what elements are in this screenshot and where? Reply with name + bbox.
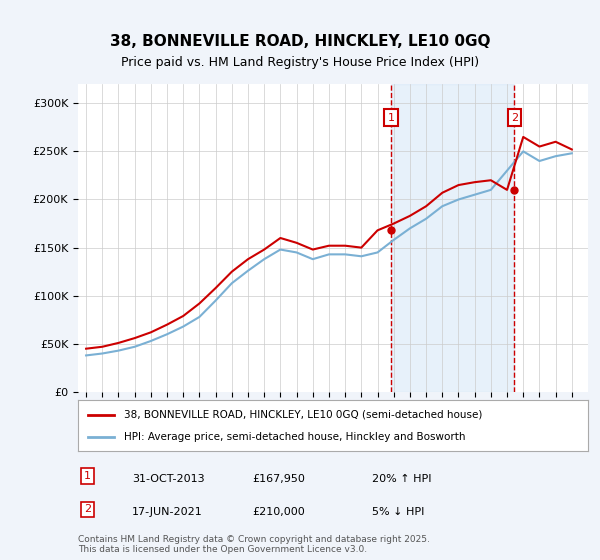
Text: Price paid vs. HM Land Registry's House Price Index (HPI): Price paid vs. HM Land Registry's House … [121,56,479,69]
Text: 1: 1 [388,113,394,123]
Text: 38, BONNEVILLE ROAD, HINCKLEY, LE10 0GQ: 38, BONNEVILLE ROAD, HINCKLEY, LE10 0GQ [110,34,490,49]
Text: 2: 2 [511,113,518,123]
Text: 17-JUN-2021: 17-JUN-2021 [132,507,203,517]
Text: Contains HM Land Registry data © Crown copyright and database right 2025.
This d: Contains HM Land Registry data © Crown c… [78,535,430,554]
Text: 1: 1 [84,471,91,481]
Text: £210,000: £210,000 [252,507,305,517]
Text: 5% ↓ HPI: 5% ↓ HPI [372,507,424,517]
Text: 31-OCT-2013: 31-OCT-2013 [132,474,205,484]
Text: 2: 2 [84,505,91,515]
Text: £167,950: £167,950 [252,474,305,484]
Text: HPI: Average price, semi-detached house, Hinckley and Bosworth: HPI: Average price, semi-detached house,… [124,432,466,442]
Text: 38, BONNEVILLE ROAD, HINCKLEY, LE10 0GQ (semi-detached house): 38, BONNEVILLE ROAD, HINCKLEY, LE10 0GQ … [124,409,482,419]
Text: 20% ↑ HPI: 20% ↑ HPI [372,474,431,484]
Bar [391,84,514,392]
